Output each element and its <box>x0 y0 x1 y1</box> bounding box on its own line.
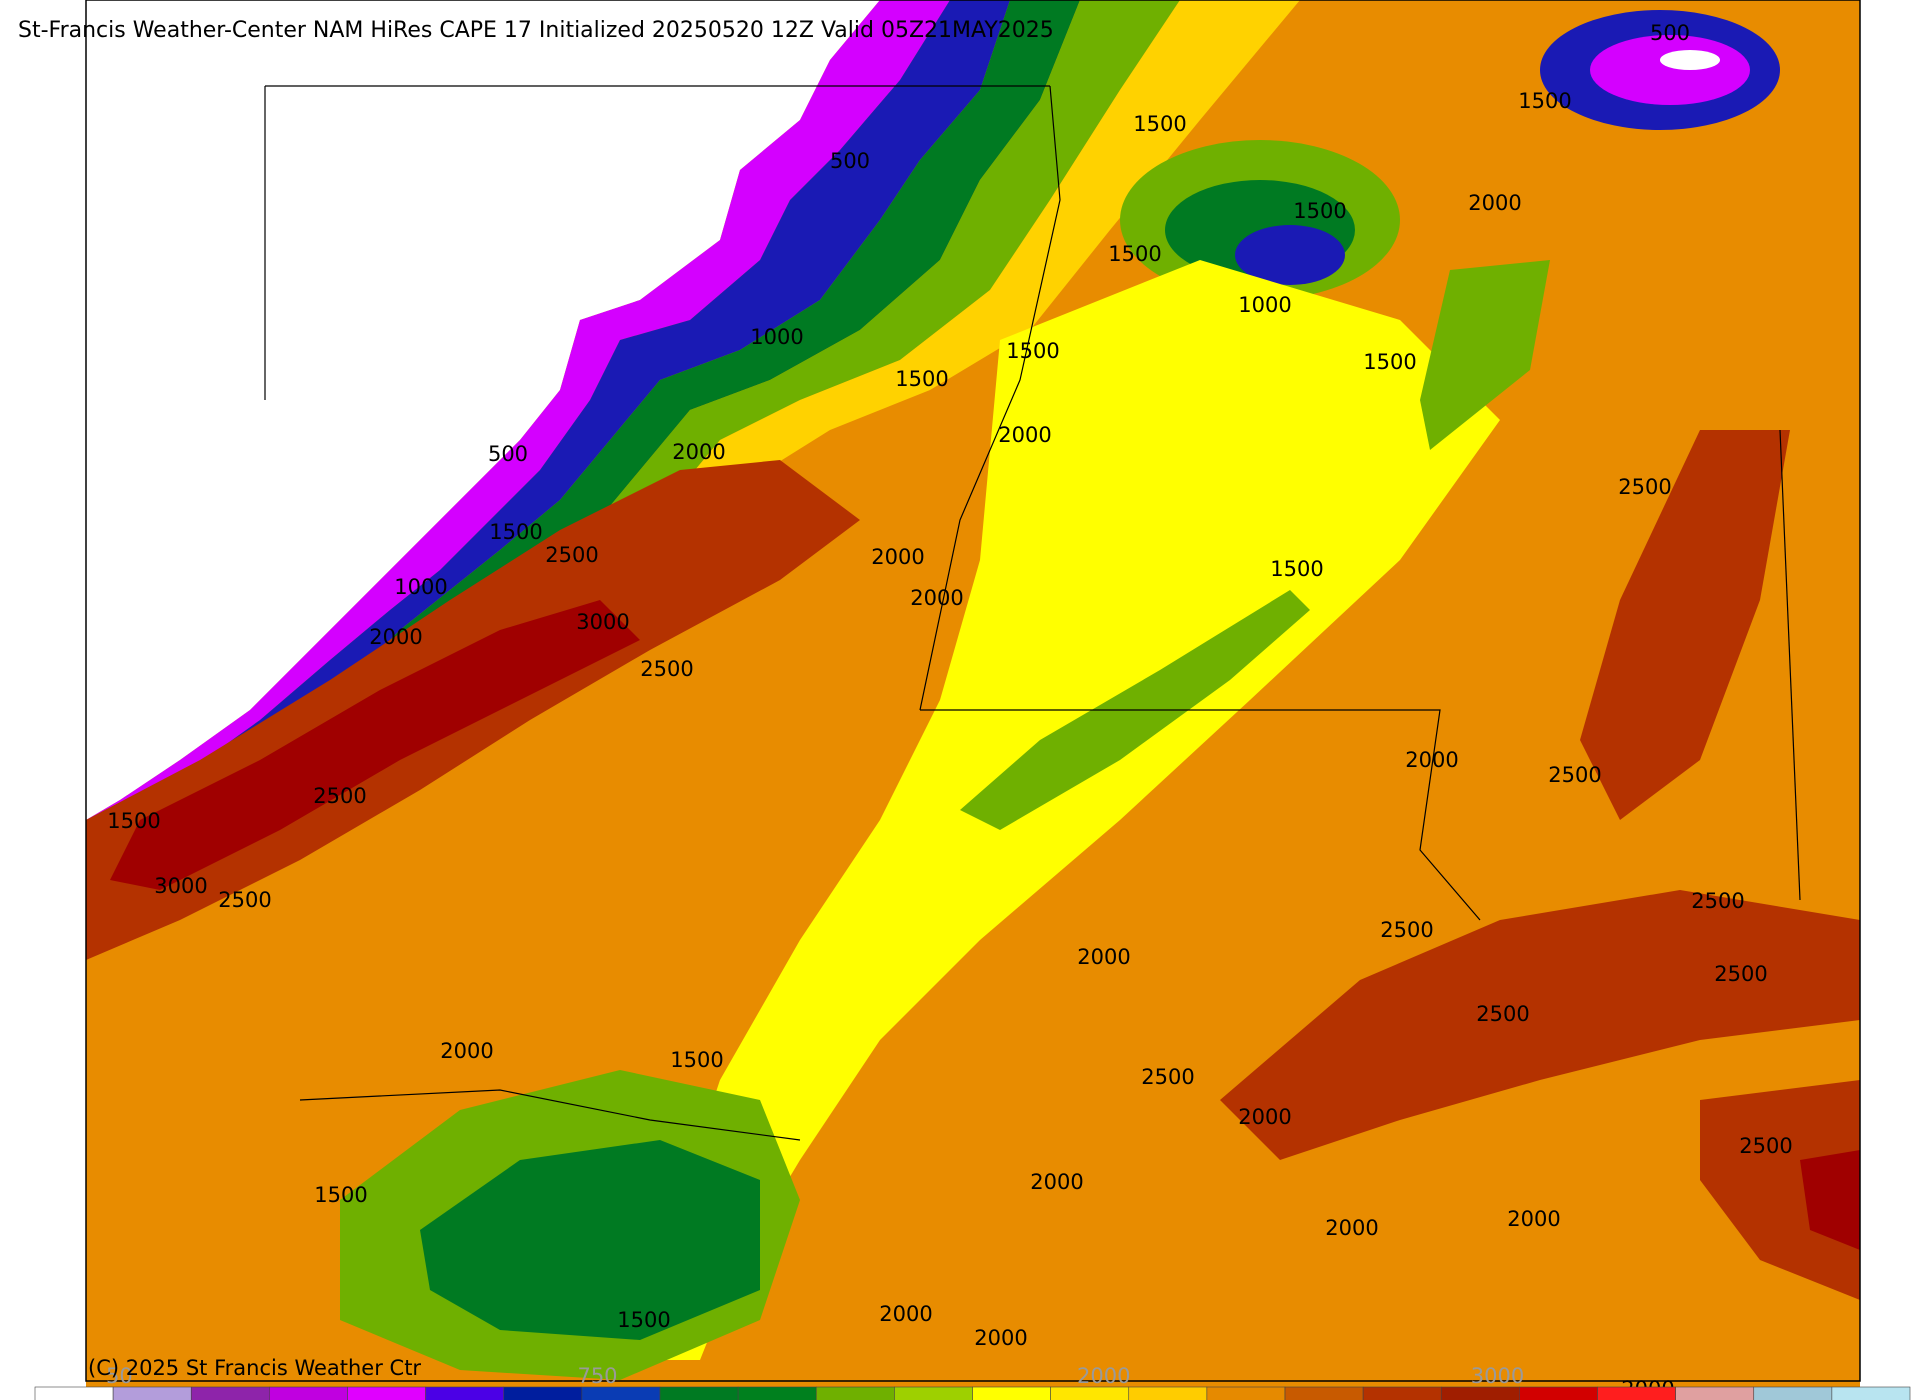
colorbar-swatch <box>737 1386 817 1400</box>
contour-label: 2500 <box>1380 918 1433 942</box>
contour-label: 2500 <box>218 888 271 912</box>
contour-label: 2000 <box>974 1326 1027 1350</box>
colorbar-swatch <box>1753 1386 1833 1400</box>
contour-label: 1500 <box>314 1183 367 1207</box>
contour-label: 1500 <box>895 367 948 391</box>
contour-label: 1000 <box>750 325 803 349</box>
contour-label: 2000 <box>1325 1216 1378 1240</box>
contour-label: 3000 <box>576 610 629 634</box>
colorbar-swatch <box>269 1386 348 1400</box>
contour-label: 2000 <box>871 545 924 569</box>
contour-label: 1000 <box>1238 293 1291 317</box>
contour-label: 2000 <box>998 423 1051 447</box>
contour-label: 2500 <box>1739 1134 1792 1158</box>
colorbar-swatch <box>1362 1386 1442 1400</box>
contour-label: 2500 <box>1691 889 1744 913</box>
colorbar <box>34 1386 1911 1400</box>
colorbar-swatch <box>894 1386 973 1400</box>
contour-label: 1500 <box>1006 339 1059 363</box>
contour-label: 2000 <box>1238 1105 1291 1129</box>
state-boundaries <box>264 85 1801 1141</box>
colorbar-swatch <box>1597 1386 1676 1400</box>
colorbar-swatch <box>581 1386 661 1400</box>
contour-label: 2000 <box>1507 1207 1560 1231</box>
contour-label: 2000 <box>1468 191 1521 215</box>
contour-label: 2500 <box>1476 1002 1529 1026</box>
contour-label: 2500 <box>545 543 598 567</box>
contour-label: 2000 <box>1030 1170 1083 1194</box>
colorbar-ticks: 50 750 2000 3000 <box>106 1364 1524 1388</box>
contour-labels: 500 1500 1500 500 2000 1500 1500 1000 1000 1500 15… <box>107 21 1792 1400</box>
colorbar-swatch <box>1206 1386 1286 1400</box>
contour-label: 2000 <box>1077 945 1130 969</box>
colorbar-tick-label: 750 <box>577 1364 617 1388</box>
colorbar-swatch <box>1284 1386 1364 1400</box>
page-title: St-Francis Weather-Center NAM HiRes CAPE… <box>18 18 1054 43</box>
colorbar-tick-label: 50 <box>106 1364 133 1388</box>
contour-label: 1500 <box>1293 199 1346 223</box>
contour-label: 500 <box>488 442 528 466</box>
contour-label: 1000 <box>394 575 447 599</box>
contour-label: 2500 <box>1618 475 1671 499</box>
contour-label: 1500 <box>1133 112 1186 136</box>
colorbar-swatch <box>1831 1386 1911 1400</box>
contour-label: 2000 <box>910 586 963 610</box>
colorbar-swatch <box>190 1386 270 1400</box>
colorbar-swatch <box>815 1386 895 1400</box>
colorbar-swatch <box>347 1386 426 1400</box>
contour-label: 2500 <box>1548 763 1601 787</box>
contour-label: 2000 <box>879 1302 932 1326</box>
colorbar-swatch <box>1675 1386 1755 1400</box>
colorbar-swatch <box>1440 1386 1520 1400</box>
contour-label: 2500 <box>313 784 366 808</box>
contour-label: 1500 <box>1518 89 1571 113</box>
contour-label: 2000 <box>369 625 422 649</box>
contour-label: 2500 <box>1714 962 1767 986</box>
contour-label: 500 <box>1650 21 1690 45</box>
map-frame <box>85 0 1861 1382</box>
cape-field <box>86 0 1860 1400</box>
colorbar-swatch <box>112 1386 192 1400</box>
contour-label: 1500 <box>1363 350 1416 374</box>
colorbar-swatch <box>972 1386 1051 1400</box>
colorbar-swatch <box>425 1386 505 1400</box>
colorbar-swatch <box>1519 1386 1598 1400</box>
contour-label: 1500 <box>670 1048 723 1072</box>
contour-label: 2000 <box>440 1039 493 1063</box>
contour-label: 1500 <box>1270 557 1323 581</box>
contour-label: 500 <box>830 149 870 173</box>
contour-label: 2500 <box>640 657 693 681</box>
contour-label: 2000 <box>672 440 725 464</box>
contour-label: 1500 <box>1108 242 1161 266</box>
colorbar-swatch <box>659 1386 739 1400</box>
contour-label: 2000 <box>1405 748 1458 772</box>
contour-label: 1500 <box>489 520 542 544</box>
colorbar-swatch <box>1128 1386 1208 1400</box>
colorbar-swatch <box>503 1386 583 1400</box>
contour-label: 3000 <box>154 874 207 898</box>
copyright-text: (C) 2025 St Francis Weather Ctr <box>88 1356 422 1380</box>
contour-label: 2500 <box>1141 1065 1194 1089</box>
colorbar-swatch <box>1050 1386 1130 1400</box>
colorbar-tick-label: 3000 <box>1471 1364 1524 1388</box>
contour-label: 1500 <box>617 1308 670 1332</box>
no-cape-region <box>86 0 880 820</box>
contour-label: 1500 <box>107 809 160 833</box>
colorbar-tick-label: 2000 <box>1077 1364 1130 1388</box>
colorbar-swatch <box>34 1386 114 1400</box>
